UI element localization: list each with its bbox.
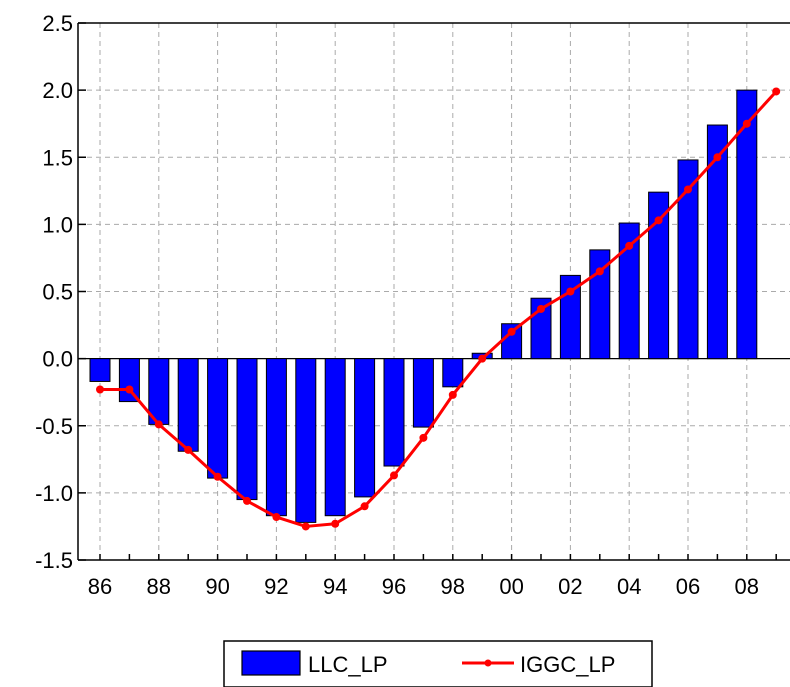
bar-1987 bbox=[118, 358, 140, 403]
point-2009 bbox=[772, 87, 781, 96]
bar-1995 bbox=[354, 358, 376, 498]
x-tick-label: 90 bbox=[205, 574, 229, 599]
x-tick-label: 08 bbox=[735, 574, 759, 599]
bar-1996 bbox=[383, 358, 405, 467]
point-1986 bbox=[96, 385, 104, 394]
point-1998 bbox=[448, 390, 457, 399]
point-1994 bbox=[331, 519, 340, 528]
x-tick-label: 06 bbox=[676, 574, 700, 599]
point-2000 bbox=[507, 327, 516, 336]
point-1991 bbox=[243, 496, 251, 505]
legend-swatch-llc-lp bbox=[241, 650, 301, 676]
point-1987 bbox=[125, 385, 134, 394]
x-tick-label: 96 bbox=[382, 574, 406, 599]
bar-1989 bbox=[177, 358, 199, 452]
bar-2004 bbox=[618, 222, 640, 360]
x-tick-label: 02 bbox=[558, 574, 582, 599]
legend: LLC_LP IGGC_LP bbox=[223, 640, 653, 687]
y-tick-label: 0.5 bbox=[42, 280, 73, 305]
point-2002 bbox=[566, 287, 575, 296]
x-tick-label: 98 bbox=[441, 574, 465, 599]
bar-1992 bbox=[265, 358, 287, 517]
point-1988 bbox=[154, 420, 163, 429]
y-tick-label: -1.0 bbox=[35, 481, 73, 506]
point-1995 bbox=[360, 502, 369, 511]
x-tick-label: 04 bbox=[617, 574, 641, 599]
point-2008 bbox=[742, 119, 751, 128]
point-1999 bbox=[478, 354, 487, 363]
bar-1990 bbox=[207, 358, 229, 479]
bar-2007 bbox=[706, 124, 728, 360]
bar-2005 bbox=[648, 191, 670, 360]
point-2005 bbox=[654, 216, 663, 225]
point-1993 bbox=[301, 522, 310, 531]
bar-1998 bbox=[442, 358, 464, 388]
point-1990 bbox=[213, 472, 222, 481]
point-2006 bbox=[684, 185, 692, 194]
point-2007 bbox=[713, 153, 722, 162]
y-tick-label: 2.5 bbox=[42, 11, 73, 36]
bar-1993 bbox=[295, 358, 317, 523]
y-tick-label: 1.0 bbox=[42, 212, 73, 237]
x-tick-label: 94 bbox=[323, 574, 347, 599]
legend-label-iggc-lp: IGGC_LP bbox=[520, 652, 615, 677]
point-2004 bbox=[625, 241, 634, 250]
y-axis-ticks: -1.5 -1.0 -0.5 0.0 0.5 1.0 1.5 2.0 2.5 bbox=[35, 11, 86, 573]
point-1992 bbox=[272, 513, 281, 522]
line-path-iggc-lp bbox=[100, 90, 778, 528]
bar-1986 bbox=[89, 358, 111, 382]
point-1996 bbox=[390, 471, 398, 480]
bar-1997 bbox=[412, 358, 434, 428]
x-tick-label: 92 bbox=[264, 574, 288, 599]
x-axis-ticks: 86 88 90 92 94 96 98 00 02 04 06 08 bbox=[88, 554, 777, 599]
point-2003 bbox=[595, 267, 604, 276]
bar-2003 bbox=[589, 249, 611, 360]
bar-2008 bbox=[736, 89, 758, 360]
line-series-iggc-lp bbox=[96, 87, 781, 531]
legend-label-llc-lp: LLC_LP bbox=[308, 652, 388, 677]
y-tick-label: -1.5 bbox=[35, 548, 73, 573]
y-tick-label: 1.5 bbox=[42, 145, 73, 170]
point-2001 bbox=[537, 304, 545, 313]
grid-lines bbox=[78, 23, 790, 561]
y-tick-label: 0.0 bbox=[42, 347, 73, 372]
x-tick-label: 00 bbox=[499, 574, 523, 599]
point-1997 bbox=[419, 433, 428, 442]
legend-marker-iggc-lp bbox=[484, 659, 492, 667]
bar-1994 bbox=[324, 358, 346, 517]
bar-2006 bbox=[677, 159, 699, 360]
point-1989 bbox=[184, 445, 193, 454]
bar-series-llc-lp bbox=[89, 89, 758, 523]
x-tick-label: 88 bbox=[147, 574, 171, 599]
y-tick-label: 2.0 bbox=[42, 78, 73, 103]
x-tick-label: 86 bbox=[88, 574, 112, 599]
bar-1991 bbox=[236, 358, 258, 501]
y-tick-label: -0.5 bbox=[35, 414, 73, 439]
